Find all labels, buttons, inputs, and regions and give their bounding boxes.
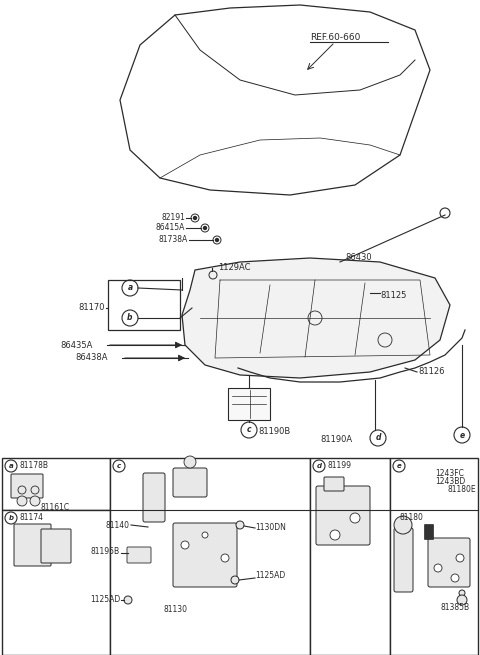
Circle shape bbox=[221, 554, 229, 562]
Bar bbox=[2, 458, 110, 510]
Bar bbox=[390, 458, 478, 655]
Circle shape bbox=[456, 554, 464, 562]
Circle shape bbox=[451, 574, 459, 582]
Text: 81190B: 81190B bbox=[258, 428, 290, 436]
Text: 1130DN: 1130DN bbox=[255, 523, 286, 533]
Circle shape bbox=[216, 238, 218, 242]
Text: 86415A: 86415A bbox=[156, 223, 185, 233]
Circle shape bbox=[236, 521, 244, 529]
Text: 81161C: 81161C bbox=[40, 504, 70, 512]
Circle shape bbox=[434, 564, 442, 572]
FancyBboxPatch shape bbox=[14, 524, 51, 566]
FancyBboxPatch shape bbox=[11, 474, 43, 498]
Text: 81195B: 81195B bbox=[91, 548, 120, 557]
Bar bbox=[110, 458, 310, 655]
Text: REF.60-660: REF.60-660 bbox=[310, 33, 360, 43]
Text: 81170: 81170 bbox=[79, 303, 105, 312]
Bar bbox=[310, 458, 390, 655]
Circle shape bbox=[330, 530, 340, 540]
Text: 81180E: 81180E bbox=[448, 485, 477, 495]
Circle shape bbox=[202, 532, 208, 538]
Text: b: b bbox=[127, 314, 133, 322]
Text: 81130: 81130 bbox=[163, 605, 187, 614]
Text: 1125AD: 1125AD bbox=[90, 595, 120, 605]
Circle shape bbox=[124, 596, 132, 604]
Circle shape bbox=[204, 227, 206, 229]
Bar bbox=[228, 388, 270, 420]
Text: 1125AD: 1125AD bbox=[255, 571, 285, 580]
Circle shape bbox=[231, 576, 239, 584]
Circle shape bbox=[17, 496, 27, 506]
Text: 81174: 81174 bbox=[20, 514, 44, 523]
Circle shape bbox=[30, 496, 40, 506]
FancyBboxPatch shape bbox=[324, 477, 344, 491]
FancyBboxPatch shape bbox=[173, 468, 207, 497]
Text: 81140: 81140 bbox=[106, 521, 130, 529]
Text: 81178B: 81178B bbox=[20, 462, 49, 470]
Text: 81385B: 81385B bbox=[441, 603, 470, 612]
Text: c: c bbox=[117, 463, 121, 469]
Circle shape bbox=[350, 513, 360, 523]
Bar bbox=[2, 510, 110, 655]
Circle shape bbox=[18, 486, 26, 494]
Text: 86430: 86430 bbox=[345, 253, 372, 263]
FancyBboxPatch shape bbox=[143, 473, 165, 522]
FancyBboxPatch shape bbox=[424, 525, 433, 540]
Text: 86438A: 86438A bbox=[75, 354, 108, 362]
Polygon shape bbox=[182, 258, 450, 378]
Text: 82191: 82191 bbox=[161, 214, 185, 223]
Text: a: a bbox=[9, 463, 13, 469]
Text: 1129AC: 1129AC bbox=[218, 263, 251, 272]
Text: d: d bbox=[375, 434, 381, 443]
FancyBboxPatch shape bbox=[316, 486, 370, 545]
FancyBboxPatch shape bbox=[394, 528, 413, 592]
Circle shape bbox=[457, 595, 467, 605]
Text: e: e bbox=[459, 430, 465, 440]
FancyBboxPatch shape bbox=[428, 538, 470, 587]
Circle shape bbox=[193, 217, 196, 219]
Circle shape bbox=[181, 541, 189, 549]
Text: 81126: 81126 bbox=[418, 367, 444, 377]
Circle shape bbox=[184, 456, 196, 468]
Text: 81738A: 81738A bbox=[159, 236, 188, 244]
Text: 81125: 81125 bbox=[380, 291, 407, 299]
Text: 81199: 81199 bbox=[328, 462, 352, 470]
Text: 86435A: 86435A bbox=[60, 341, 92, 350]
Text: d: d bbox=[316, 463, 322, 469]
Text: b: b bbox=[9, 515, 13, 521]
FancyBboxPatch shape bbox=[127, 547, 151, 563]
Text: a: a bbox=[127, 284, 132, 293]
Circle shape bbox=[459, 590, 465, 596]
FancyBboxPatch shape bbox=[173, 523, 237, 587]
Bar bbox=[108, 280, 180, 330]
Text: 81190A: 81190A bbox=[320, 436, 352, 445]
FancyBboxPatch shape bbox=[41, 529, 71, 563]
Text: 1243BD: 1243BD bbox=[435, 477, 465, 487]
Text: c: c bbox=[247, 426, 251, 434]
Circle shape bbox=[31, 486, 39, 494]
Text: 81180: 81180 bbox=[400, 514, 424, 523]
Text: e: e bbox=[396, 463, 401, 469]
Text: 1243FC: 1243FC bbox=[435, 470, 464, 479]
Circle shape bbox=[394, 516, 412, 534]
